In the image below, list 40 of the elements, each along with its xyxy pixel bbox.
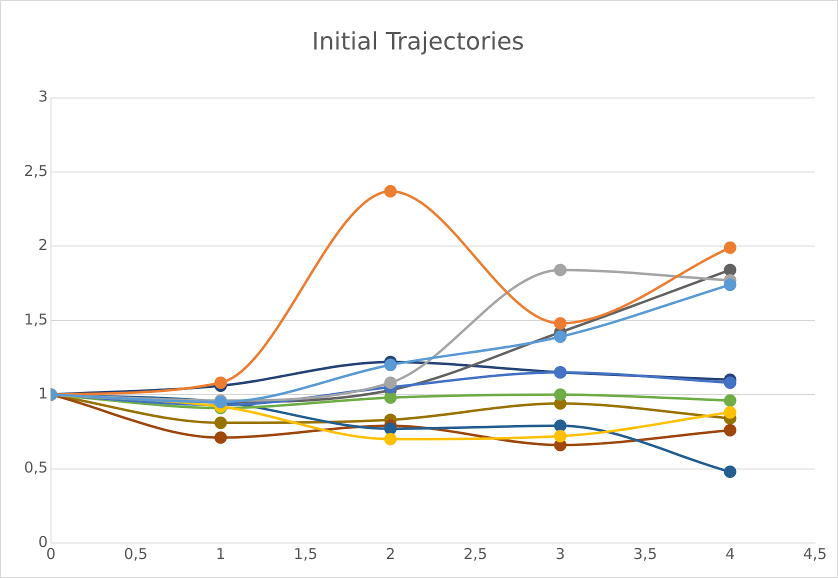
point [724,264,736,276]
point [724,376,736,389]
point [384,358,397,372]
point [724,466,736,478]
x-tick-label: 3 [556,544,566,563]
point [554,420,567,432]
y-tick-label: 2 [38,236,48,254]
point [724,406,736,419]
point [384,376,397,389]
point [724,241,736,254]
point [554,388,567,401]
chart-title: Initial Trajectories [312,28,524,56]
y-tick-label: 0 [38,532,48,551]
point [384,422,397,435]
point [214,376,227,389]
point [384,185,397,198]
x-tick-label: 1 [216,544,226,563]
x-tick-label: 3,5 [633,544,658,563]
y-tick-label: 1,5 [24,310,48,328]
x-tick-label: 1,5 [294,544,318,563]
point [724,278,736,292]
point [724,424,736,436]
x-tick-label: 4 [725,544,735,563]
x-tick-label: 2,5 [463,544,488,563]
point [554,330,567,343]
point [554,264,567,276]
x-tick-label: 2 [386,544,396,563]
point [554,317,567,330]
point [214,431,227,444]
point [724,394,736,407]
y-tick-label: 1 [38,384,48,402]
y-tick-label: 2,5 [24,162,48,180]
y-tick-label: 3 [38,88,48,106]
x-tick-label: 0,5 [124,544,148,563]
point [554,430,567,442]
point [214,416,227,430]
point [384,432,397,446]
point [384,391,397,404]
x-tick-label: 4,5 [803,544,827,563]
y-tick-label: 0,5 [24,458,48,477]
